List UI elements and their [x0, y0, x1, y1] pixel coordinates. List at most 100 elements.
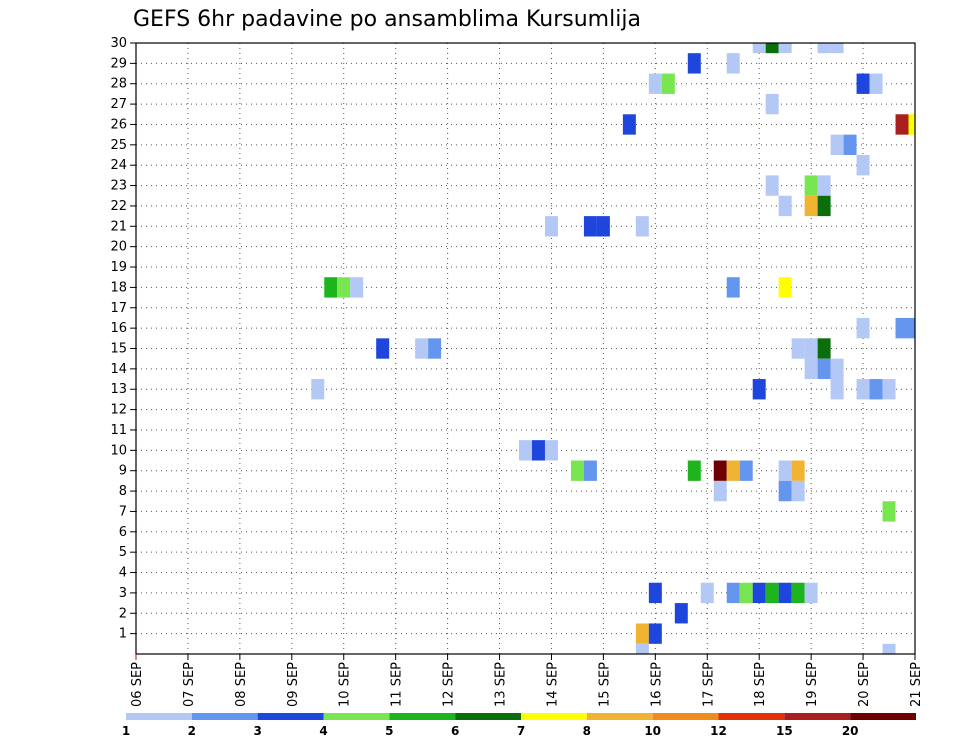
precip-cell [908, 114, 915, 135]
y-tick-label: 22 [110, 199, 127, 214]
y-tick-label: 7 [119, 504, 127, 519]
legend-swatch [257, 713, 324, 720]
y-tick-label: 3 [119, 586, 127, 601]
x-tick-label: 17 SEP [701, 662, 716, 707]
y-tick-label: 21 [110, 219, 127, 234]
y-tick-label: 28 [110, 77, 127, 92]
x-tick-label: 16 SEP [649, 662, 664, 707]
legend-tick-label: 6 [451, 724, 459, 738]
precip-cell [765, 93, 779, 115]
precip-cell [739, 582, 753, 604]
precip-cell [791, 460, 805, 481]
precip-cell [830, 134, 844, 156]
y-tick-label: 23 [110, 179, 127, 194]
y-tick-label: 19 [110, 260, 127, 275]
precip-cell [544, 216, 558, 237]
legend-tick-label: 7 [517, 724, 525, 738]
precip-cell [350, 277, 364, 298]
precip-cell [791, 582, 805, 604]
precip-cell [895, 317, 909, 339]
precipitation-cells [311, 43, 915, 654]
precip-cell [622, 114, 636, 135]
precip-cell [519, 440, 532, 461]
y-tick-label: 16 [110, 321, 127, 336]
x-tick-label: 14 SEP [545, 662, 560, 707]
y-tick-label: 27 [110, 97, 127, 112]
precip-cell [596, 216, 610, 237]
precip-cell [817, 358, 831, 380]
precip-cell [531, 440, 545, 461]
y-tick-label: 15 [110, 342, 127, 357]
y-tick-label: 4 [119, 566, 127, 581]
precip-cell [635, 643, 649, 654]
y-tick-label: 24 [110, 158, 127, 173]
y-tick-label: 1 [119, 627, 127, 642]
precip-cell [570, 460, 584, 481]
precip-cell [648, 582, 662, 604]
legend-tick-label: 5 [385, 724, 393, 738]
precip-cell [817, 338, 831, 359]
precip-cell [765, 582, 779, 604]
precip-cell [765, 175, 779, 196]
precip-cell [882, 379, 896, 400]
legend-swatch [126, 713, 192, 720]
precip-cell [713, 460, 727, 481]
precip-cell [856, 155, 870, 176]
y-tick-label: 30 [110, 36, 127, 51]
legend-swatch [652, 713, 719, 720]
precip-cell [752, 379, 766, 400]
precip-cell [817, 175, 831, 196]
precip-cell [648, 623, 662, 644]
y-tick-label: 18 [110, 280, 127, 295]
legend-tick-label: 20 [842, 724, 859, 738]
precip-cell [635, 216, 649, 237]
precip-cell [765, 43, 779, 54]
legend-swatch [323, 713, 390, 720]
x-tick-label: 15 SEP [597, 662, 612, 707]
precip-cell [908, 317, 915, 339]
x-tick-label: 19 SEP [805, 662, 820, 707]
precip-cell [415, 338, 429, 359]
y-tick-label: 6 [119, 525, 127, 540]
precip-cell [583, 460, 597, 481]
precip-cell [726, 582, 740, 604]
precip-cell [687, 460, 701, 481]
y-tick-label: 10 [110, 443, 127, 458]
precip-cell [726, 460, 740, 481]
precip-cell [311, 379, 325, 400]
y-tick-label: 2 [119, 606, 127, 621]
y-tick-label: 20 [110, 240, 127, 255]
legend-tick-label: 8 [583, 724, 591, 738]
legend-tick-label: 10 [644, 724, 661, 738]
precip-cell [778, 195, 792, 217]
legend-tick-label: 12 [710, 724, 727, 738]
precip-cell [817, 195, 831, 217]
precip-cell [661, 73, 675, 94]
y-tick-label: 5 [119, 545, 127, 560]
y-axis-ticks: 1234567891011121314151617181920212223242… [110, 36, 136, 642]
precip-cell [882, 501, 896, 522]
precip-cell [778, 277, 792, 298]
x-tick-label: 07 SEP [182, 662, 197, 707]
precip-cell [674, 603, 688, 624]
precip-cell [713, 480, 727, 502]
precip-cell [778, 582, 792, 604]
y-tick-label: 26 [110, 117, 127, 132]
legend-tick-label: 1 [122, 724, 130, 738]
legend-swatch [586, 713, 653, 720]
x-tick-label: 06 SEP [130, 662, 145, 707]
y-tick-label: 9 [119, 464, 127, 479]
y-tick-label: 29 [110, 56, 127, 71]
x-tick-label: 12 SEP [442, 662, 457, 707]
legend-swatch [784, 713, 851, 720]
precip-cell [830, 43, 844, 54]
precip-cell [376, 338, 390, 359]
x-tick-label: 09 SEP [286, 662, 301, 707]
precip-cell [428, 338, 442, 359]
precip-cell [700, 582, 714, 604]
chart-title: GEFS 6hr padavine po ansamblima Kursumli… [133, 7, 641, 32]
precip-cell [856, 73, 870, 94]
precip-cell [648, 73, 662, 94]
precip-cell [752, 43, 766, 54]
